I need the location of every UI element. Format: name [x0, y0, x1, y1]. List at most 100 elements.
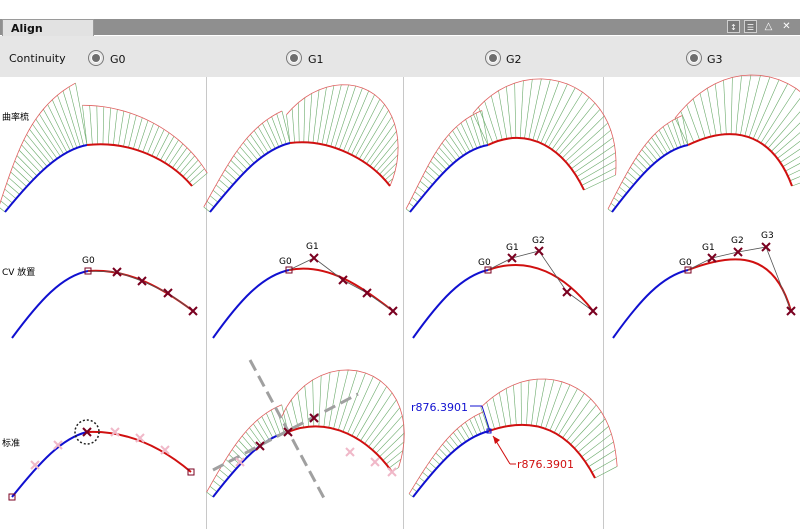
red-comb-tooth: [338, 87, 363, 150]
radio-g0[interactable]: [88, 50, 104, 66]
blue-radius-label: r876.3901: [411, 401, 468, 414]
red-comb-tooth: [123, 112, 131, 147]
minimize-icon[interactable]: △: [764, 21, 773, 32]
red-comb-tooth: [532, 79, 551, 141]
radio-g3[interactable]: [686, 50, 702, 66]
blue-comb-tooth: [610, 203, 616, 208]
blue-comb-tooth: [405, 208, 411, 213]
blue-comb-envelope: [0, 82, 76, 205]
blue-curve: [209, 142, 291, 213]
blue-comb-tooth: [641, 149, 655, 164]
blue-comb-tooth: [246, 138, 262, 158]
red-comb-tooth: [714, 83, 722, 135]
tangent-guide: [212, 392, 359, 472]
red-curve: [487, 264, 594, 312]
blue-comb-tooth: [62, 90, 81, 147]
ghost-cv-marker: [110, 427, 120, 437]
red-comb-tooth: [147, 126, 160, 154]
red-comb-tooth: [558, 393, 585, 436]
blue-comb-tooth: [475, 113, 485, 146]
blue-comb-envelope: [408, 411, 485, 495]
blue-comb-tooth: [230, 160, 244, 174]
red-comb-tooth: [484, 100, 498, 142]
red-comb-tooth: [571, 137, 614, 170]
red-comb-tooth: [558, 109, 601, 156]
blue-comb-tooth: [225, 459, 237, 469]
cv-square: [285, 266, 293, 274]
selection-circle: [74, 419, 100, 445]
red-comb-tooth: [351, 98, 381, 155]
red-curve: [487, 136, 585, 191]
blue-comb-tooth: [662, 126, 675, 150]
red-comb-tooth: [744, 75, 761, 137]
red-comb-tooth: [566, 404, 597, 442]
radio-g1[interactable]: [286, 50, 302, 66]
red-comb-tooth: [551, 97, 590, 150]
close-icon[interactable]: ✕: [782, 21, 791, 32]
blue-comb-tooth: [473, 416, 482, 434]
cv-label: G2: [731, 236, 744, 246]
blue-comb-tooth: [425, 466, 433, 474]
red-comb-tooth: [785, 163, 800, 172]
red-comb-tooth: [524, 79, 533, 139]
ghost-cv-marker: [387, 467, 397, 477]
blue-comb-tooth: [442, 444, 452, 454]
menu-icon[interactable]: ☰: [744, 20, 757, 33]
blue-comb-tooth: [441, 142, 457, 161]
blue-comb-tooth: [6, 183, 20, 195]
red-curve: [86, 430, 192, 473]
red-curve: [288, 267, 394, 312]
red-comb-tooth: [330, 84, 349, 147]
red-comb-tooth: [343, 90, 370, 152]
red-comb-tooth: [581, 167, 617, 186]
blue-comb-tooth: [432, 457, 441, 465]
blue-comb-tooth: [224, 169, 237, 181]
red-comb-tooth: [535, 378, 546, 427]
red-comb-tooth: [312, 89, 320, 143]
blue-comb-tooth: [271, 116, 283, 146]
blue-comb-tooth: [231, 449, 244, 461]
cv-marker: [137, 276, 147, 286]
ghost-cv-marker: [235, 457, 245, 467]
red-comb-tooth: [356, 386, 387, 439]
red-comb-tooth: [347, 94, 375, 154]
red-comb-tooth: [540, 379, 555, 428]
red-comb-tooth: [372, 415, 403, 451]
red-comb-tooth: [498, 392, 507, 427]
red-comb-tooth: [492, 397, 501, 428]
red-comb-tooth: [545, 381, 563, 429]
radio-g2[interactable]: [485, 50, 501, 66]
blue-curve: [412, 269, 489, 339]
row-label-standard: 标准: [2, 439, 21, 449]
blue-comb-tooth: [270, 409, 281, 435]
cv-label: G3: [761, 231, 774, 241]
blue-comb-tooth: [57, 95, 78, 148]
blue-comb-tooth: [250, 134, 265, 156]
blue-comb-tooth: [4, 188, 17, 199]
red-comb-tooth: [490, 95, 503, 140]
continuity-row: [0, 36, 800, 77]
red-comb-tooth: [185, 164, 202, 180]
blue-comb-tooth: [16, 155, 38, 177]
pin-icon[interactable]: ↕: [727, 20, 740, 33]
red-comb-tooth: [583, 174, 616, 191]
blue-comb-tooth: [452, 130, 467, 154]
red-curve: [86, 143, 193, 187]
red-comb-tooth: [480, 407, 490, 432]
column-divider: [403, 77, 404, 529]
blue-comb-envelope: [206, 404, 282, 493]
cv-marker: [163, 288, 173, 298]
blue-comb-tooth: [281, 110, 291, 144]
blue-comb-tooth: [243, 142, 258, 161]
red-comb-tooth: [472, 113, 489, 146]
red-comb-tooth: [574, 418, 606, 449]
cv-label: G0: [82, 256, 95, 266]
blue-comb-tooth: [253, 130, 269, 153]
red-comb-tooth: [531, 379, 538, 426]
blue-comb-tooth: [651, 137, 665, 156]
red-comb-tooth: [308, 93, 313, 143]
blue-comb-tooth: [261, 416, 274, 438]
blue-comb-tooth: [23, 139, 48, 167]
blue-comb-tooth: [408, 202, 415, 208]
red-comb-envelope: [281, 369, 405, 468]
